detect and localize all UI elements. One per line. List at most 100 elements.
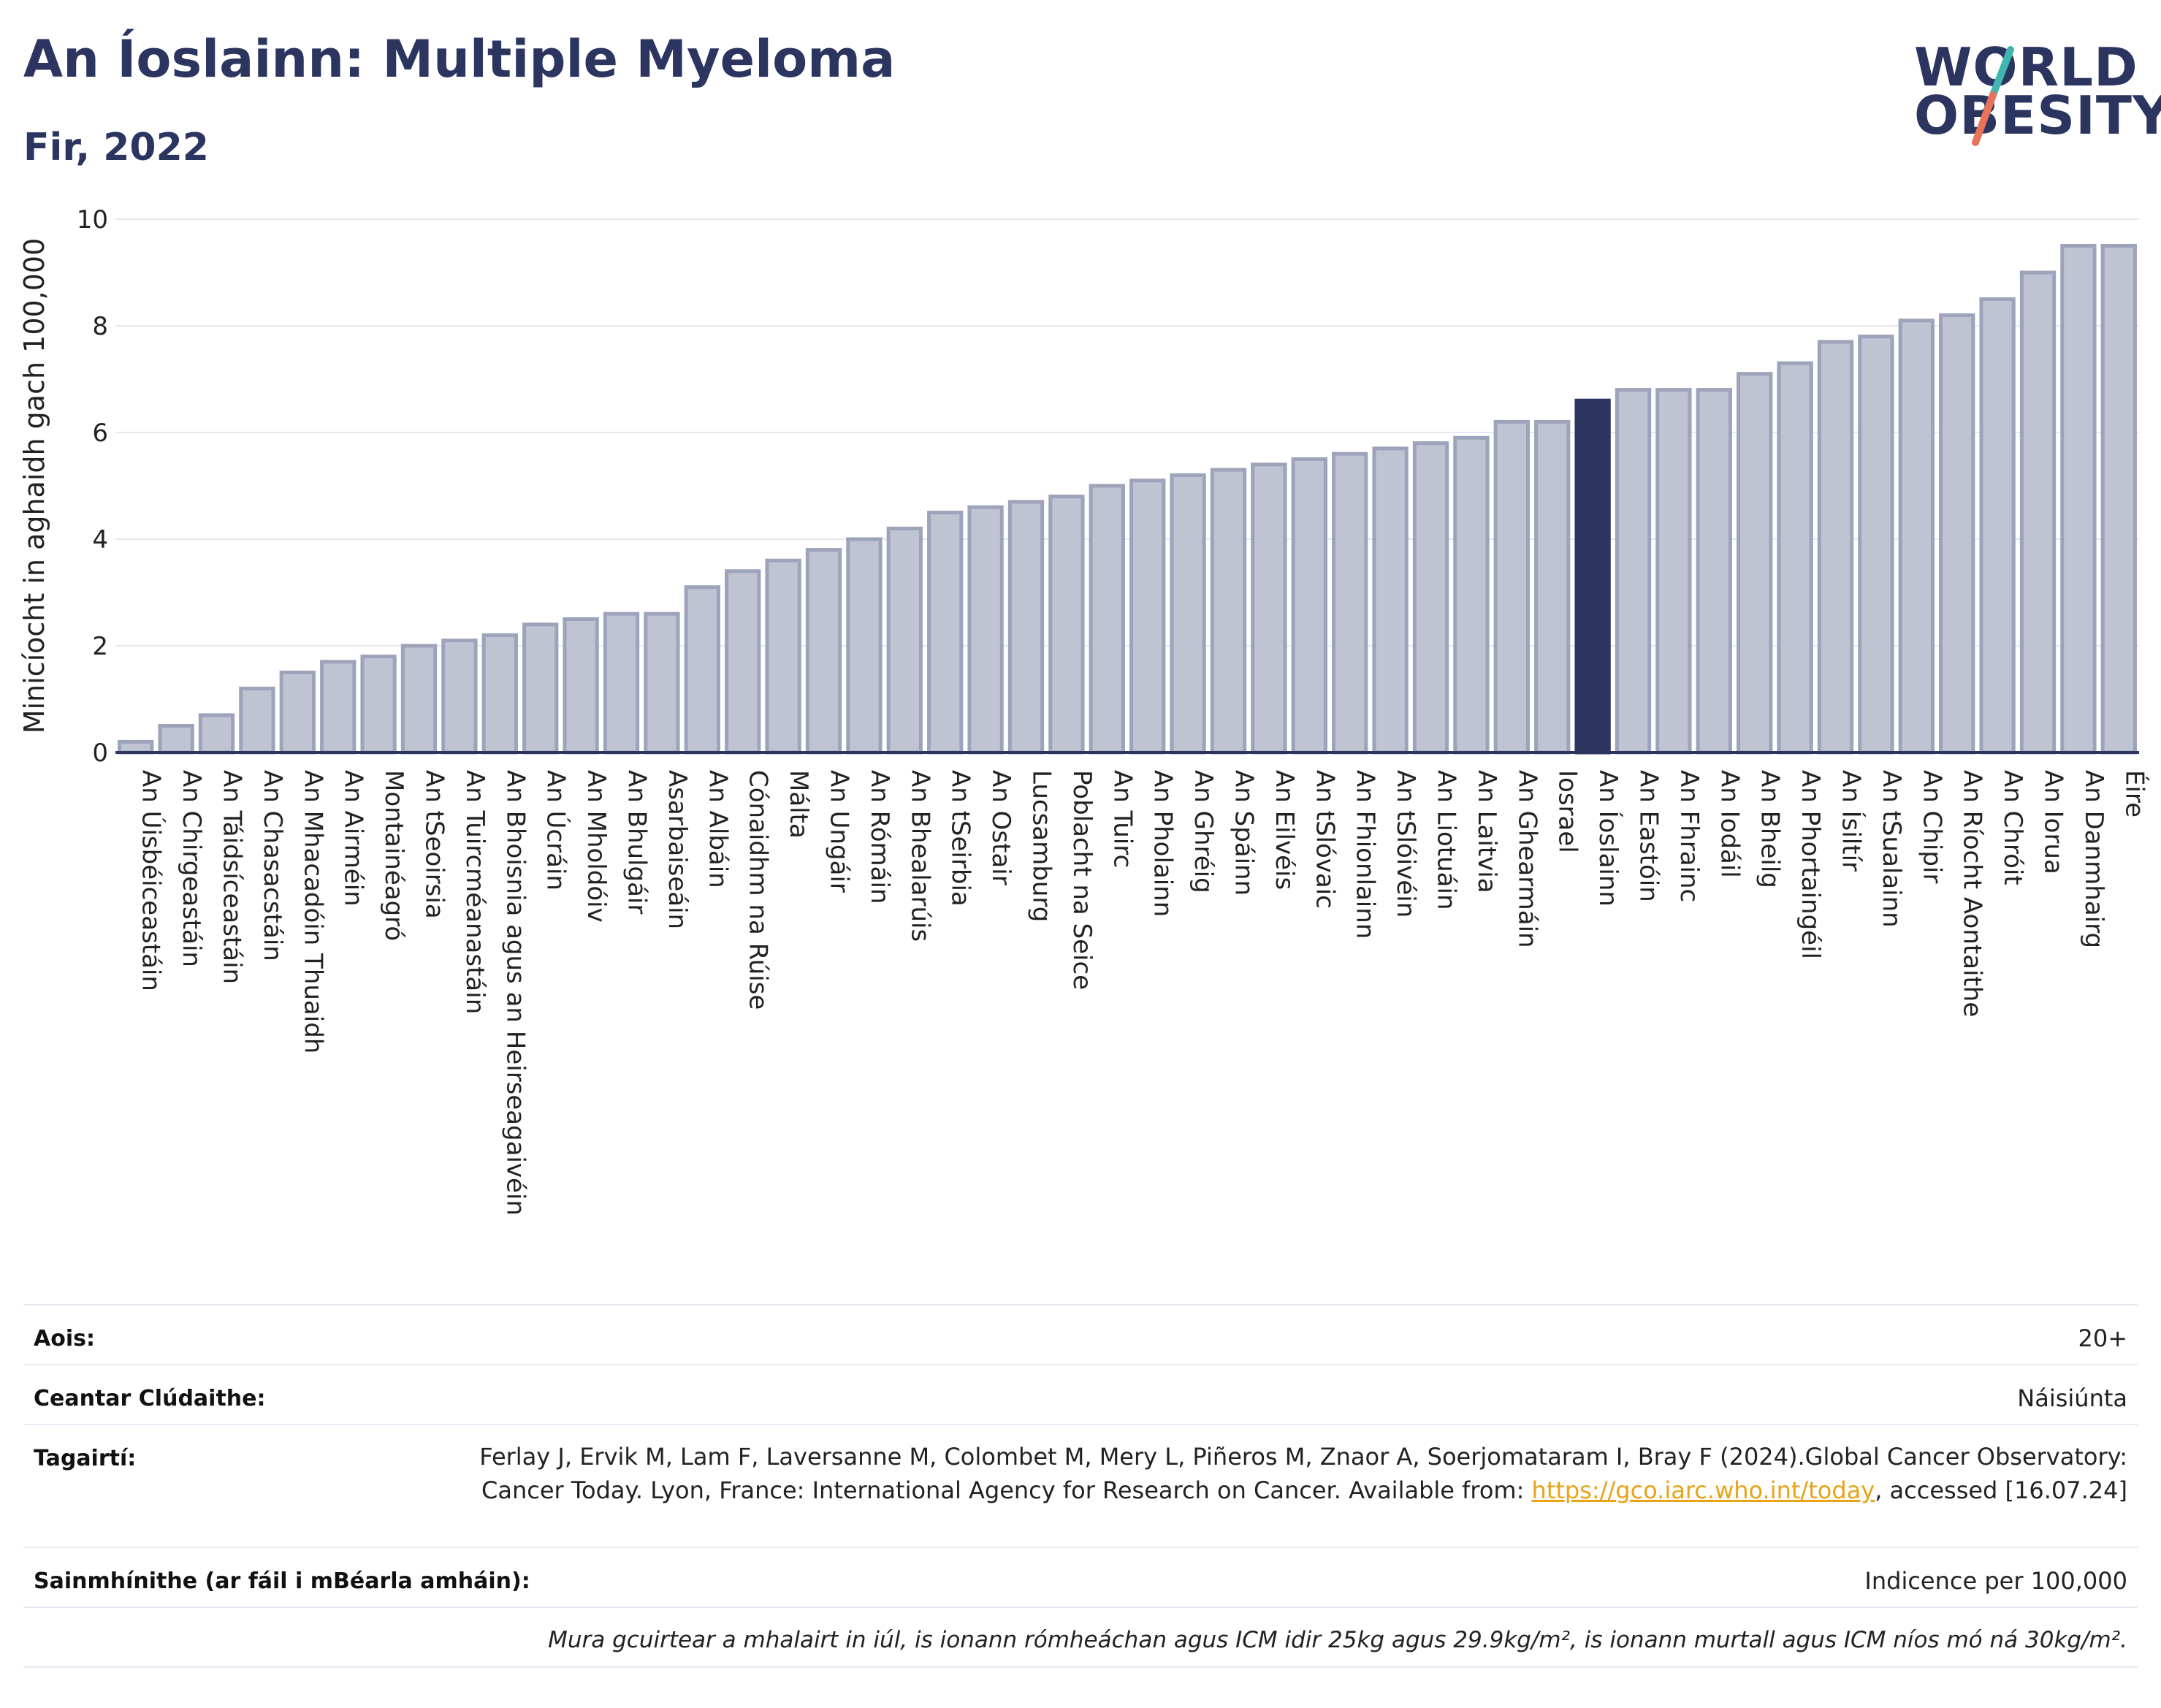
y-tick-label: 10 — [77, 205, 108, 235]
info-row-footnote: Mura gcuirtear a mhalairt in iúl, is ion… — [23, 1606, 2138, 1668]
y-axis-ticks: 0 2 4 6 8 10 — [77, 205, 108, 768]
y-tick-label: 4 — [92, 525, 108, 554]
bar — [684, 585, 720, 755]
x-tick-label: An Ríocht Aontaithe — [1958, 770, 1987, 1017]
x-tick-label: An Pholainn — [1148, 770, 1178, 917]
x-tick-label: An Táidsíceastáin — [218, 770, 247, 984]
bar — [1817, 340, 1854, 755]
page-title: An Íoslainn: Multiple Myeloma — [23, 29, 896, 89]
x-tick-label: An Chróit — [1998, 770, 2027, 885]
bar — [1129, 479, 1166, 755]
bar — [320, 660, 357, 755]
bar — [481, 633, 518, 755]
x-tick-label: An tSualainn — [1877, 770, 1906, 928]
x-tick-label: Poblacht na Seice — [1067, 770, 1097, 990]
bar — [2100, 244, 2137, 755]
bar — [1170, 473, 1206, 755]
bar — [846, 537, 883, 755]
bar — [1453, 435, 1490, 755]
bar — [1493, 419, 1530, 755]
references-text: Ferlay J, Ervik M, Lam F, Laversanne M, … — [447, 1440, 2127, 1507]
x-tick-label: An Ghréig — [1189, 770, 1218, 893]
x-tick-label: An Tuircméanastáin — [460, 770, 489, 1014]
references-text-part1: Ferlay J, Ervik M, Lam F, Laversanne M, … — [479, 1443, 2127, 1504]
x-tick-label: An tSlóvaic — [1310, 770, 1339, 909]
bar — [1696, 388, 1732, 755]
x-tick-label: An Liotuáin — [1432, 770, 1461, 910]
x-tick-label: Cónaidhm na Rúise — [744, 770, 773, 1010]
bar — [765, 558, 801, 755]
bar — [1291, 457, 1327, 755]
bar — [1898, 319, 1935, 755]
x-tick-label: Asarbaiseáin — [663, 770, 692, 929]
bar — [1615, 388, 1652, 755]
bar — [400, 644, 438, 755]
bar — [522, 622, 559, 755]
x-tick-label: An Rómáin — [865, 770, 894, 904]
logo-text-obesity: OBESITY — [1914, 85, 2161, 146]
x-tick-label: An Chipir — [1917, 770, 1946, 883]
bar-chart: 0 2 4 6 8 10 Minicíocht in aghaidh gach 100,0… — [18, 205, 2149, 1216]
bar — [927, 511, 964, 755]
bar — [805, 548, 842, 755]
x-tick-label: An Bhealarúis — [905, 770, 934, 942]
bar — [967, 505, 1004, 755]
bar — [1737, 372, 1773, 755]
y-tick-label: 6 — [92, 419, 108, 448]
bar — [1089, 484, 1125, 755]
x-tick-label: Málta — [784, 770, 813, 839]
info-table-bottom-border — [23, 1666, 2138, 1668]
x-tick-label: An Mhacadóin Thuaidh — [298, 770, 327, 1053]
bar — [1048, 495, 1085, 755]
bar — [1858, 335, 1894, 755]
x-tick-label: An Iodáil — [1715, 770, 1744, 878]
bar — [1777, 361, 1813, 755]
logo-text-world: WORLD — [1914, 37, 2138, 98]
x-tick-label: Lucsamburg — [1027, 770, 1056, 922]
x-tick-label: An Mholdóiv — [582, 770, 611, 923]
x-tick-label: An Iorua — [2039, 770, 2068, 874]
bar — [2060, 244, 2097, 755]
x-tick-label: Montainéagró — [379, 770, 408, 941]
bar — [725, 569, 761, 755]
x-tick-label: An Úisbéiceastáin — [137, 770, 167, 991]
x-tick-label: Iosrael — [1553, 770, 1582, 853]
bar — [1979, 297, 2016, 755]
info-row-area: Ceantar Clúdaithe: Náisiúnta — [23, 1364, 2138, 1425]
y-tick-label: 8 — [92, 312, 108, 341]
bar — [1574, 398, 1611, 755]
info-row-references: Tagairtí: Ferlay J, Ervik M, Lam F, Lave… — [23, 1424, 2138, 1548]
bar — [2019, 270, 2057, 755]
x-tick-label: An Ísiltír — [1837, 770, 1867, 872]
x-tick-label: An Ghearmáin — [1512, 770, 1541, 948]
x-tick-label: An Bheilg — [1756, 770, 1785, 888]
y-tick-label: 0 — [92, 739, 108, 768]
x-tick-label: An Laitvia — [1472, 770, 1501, 893]
references-link[interactable]: https://gco.iarc.who.int/today — [1531, 1476, 1875, 1504]
bars — [118, 244, 2137, 755]
x-tick-label: An Ungáir — [825, 770, 854, 893]
bar — [1210, 468, 1247, 755]
area-label: Ceantar Clúdaithe: — [34, 1386, 266, 1411]
x-tick-label: An Airméin — [339, 770, 368, 907]
x-tick-label: An Tuirc — [1108, 770, 1137, 868]
x-tick-label: An Chirgeastáin — [177, 770, 206, 967]
bar — [644, 611, 680, 755]
x-tick-label: An Chasacstáin — [258, 770, 287, 961]
x-tick-label: An Íoslainn — [1593, 770, 1623, 907]
logo-slash-icon — [1972, 46, 2014, 146]
x-tick-label: An Bhulgáir — [622, 770, 652, 914]
x-tick-label: An Fhrainc — [1674, 770, 1704, 902]
references-text-part2: , accessed [16.07.24] — [1875, 1476, 2127, 1504]
bar — [198, 713, 235, 755]
world-obesity-logo: WORLD OBESITY — [1899, 22, 2161, 153]
references-label: Tagairtí: — [34, 1446, 137, 1471]
bar — [239, 686, 275, 755]
x-tick-label: An Ostair — [986, 770, 1015, 885]
x-tick-label: An Bhoisnia agus an Heirseagaivéin — [500, 770, 530, 1216]
age-value: 20+ — [2078, 1324, 2127, 1352]
x-tick-label: An Eilvéis — [1270, 770, 1299, 890]
definitions-label: Sainmhínithe (ar fáil i mBéarla amháin): — [34, 1568, 530, 1594]
bar — [1534, 419, 1571, 755]
bar — [886, 526, 923, 755]
